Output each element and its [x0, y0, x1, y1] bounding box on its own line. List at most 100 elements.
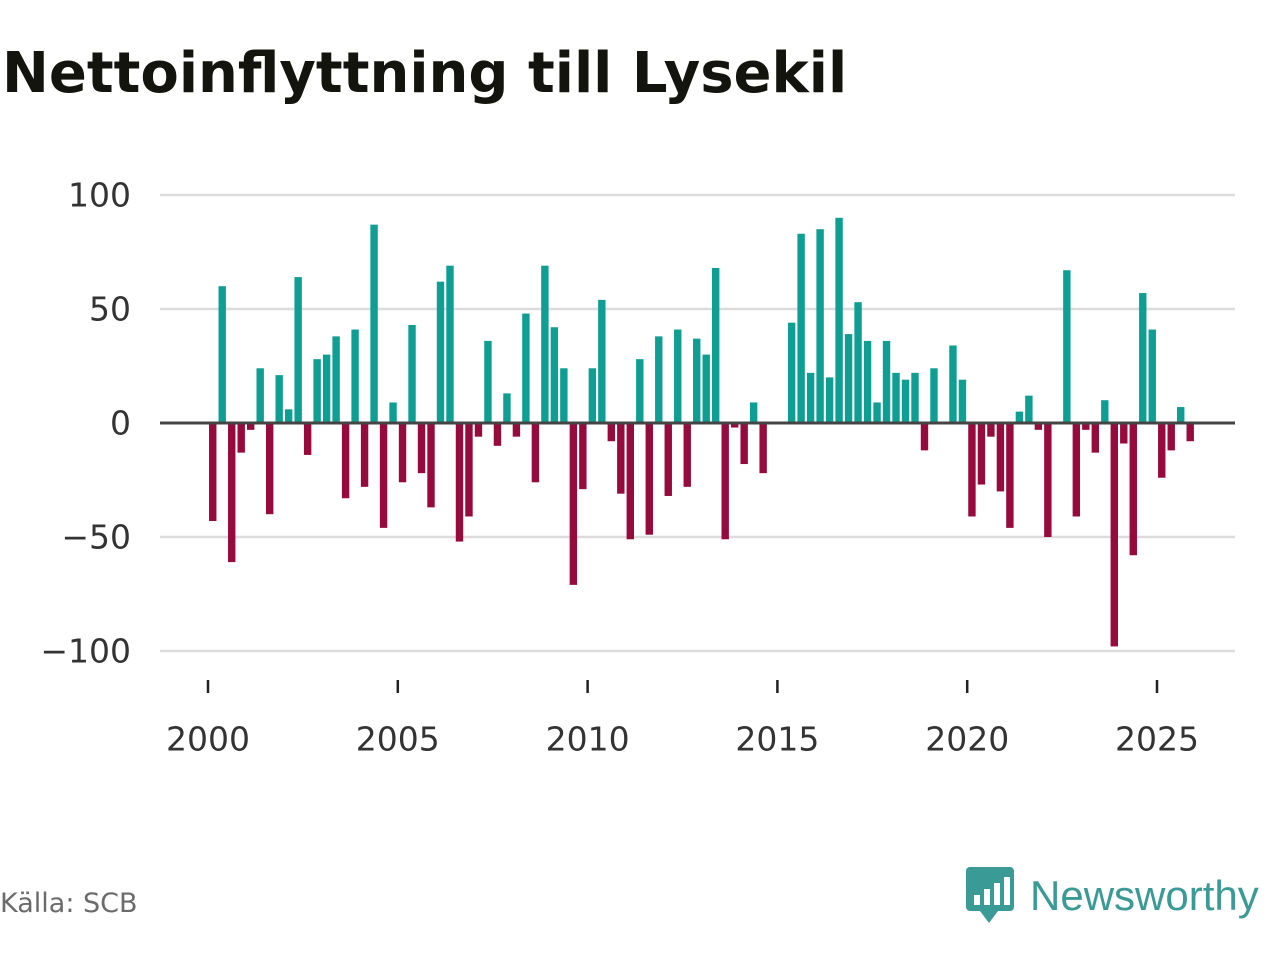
bar-negative [474, 423, 483, 437]
x-tick-label: 2005 [356, 720, 440, 759]
bar-negative [1110, 423, 1118, 647]
bar-negative [1034, 423, 1043, 430]
bar-positive [863, 340, 872, 423]
bar-negative [427, 423, 435, 508]
bar-negative [455, 423, 464, 542]
bar-positive [949, 345, 957, 423]
bar-negative [237, 423, 245, 453]
bar-negative [465, 423, 473, 517]
bar-negative [398, 423, 407, 483]
source-note: Källa: SCB [0, 888, 138, 919]
bar-negative [512, 423, 521, 437]
bar-positive [958, 379, 967, 423]
bar-positive [655, 336, 663, 423]
bar-positive [911, 372, 919, 423]
bar-negative [968, 423, 976, 517]
bar-negative [996, 423, 1005, 492]
bar-positive [446, 265, 454, 423]
bar-negative [569, 423, 578, 585]
bar-positive [816, 229, 824, 423]
bar-negative [1072, 423, 1081, 517]
bar-positive [1015, 411, 1024, 423]
bar-negative [341, 423, 350, 499]
bar-positive [702, 354, 710, 423]
bar-positive [275, 375, 283, 423]
bar-positive [787, 322, 796, 423]
bar-negative [1006, 423, 1014, 528]
bar-positive [218, 286, 226, 423]
newsworthy-logo[interactable]: Newsworthy [964, 864, 1259, 928]
bar-positive [1101, 400, 1109, 423]
bar-positive [712, 267, 720, 423]
bar-negative [265, 423, 274, 515]
bar-negative [730, 423, 739, 428]
bar-negative [987, 423, 995, 437]
bar-positive [854, 302, 862, 423]
bar-negative [1082, 423, 1090, 430]
bar-negative [645, 423, 653, 535]
bar-negative [247, 423, 255, 430]
bar-positive [892, 372, 900, 423]
bar-negative [493, 423, 502, 446]
bar-negative [417, 423, 426, 474]
bar-positive [1177, 407, 1185, 423]
bar-positive [844, 334, 853, 423]
bar-negative [1091, 423, 1100, 453]
y-tick-label: 50 [89, 290, 131, 329]
bar-positive [806, 372, 815, 423]
bar-negative [579, 423, 587, 490]
gridlines [160, 193, 1235, 653]
y-tick-label: 0 [110, 404, 131, 443]
x-tick-label: 2020 [925, 720, 1009, 759]
bar-positive [930, 368, 938, 423]
bar-positive [693, 338, 701, 423]
bar-positive [1063, 270, 1071, 423]
bar-negative [1167, 423, 1175, 451]
bar-negative [617, 423, 625, 494]
bar-positive [797, 233, 805, 423]
bar-positive [674, 329, 682, 423]
brand-name: Newsworthy [1030, 872, 1259, 919]
bar-negative [1120, 423, 1128, 444]
bar-positive [873, 402, 881, 423]
bar-negative [721, 423, 729, 540]
bar-negative [1129, 423, 1137, 556]
bar-negative [379, 423, 388, 528]
net-migration-chart: 100 50 0 −50 −100 2000 2005 2010 2015 2020 2025 [40, 176, 1235, 759]
bar-positive [332, 336, 340, 423]
bar-negative [1158, 423, 1166, 478]
bar-positive [749, 402, 758, 423]
x-tick-label: 2010 [546, 720, 630, 759]
bar-negative [683, 423, 691, 487]
bar-positive [541, 265, 549, 423]
bar-negative [531, 423, 540, 483]
bar-negative [740, 423, 748, 465]
bar-positive [408, 324, 416, 423]
axes: 100 50 0 −50 −100 2000 2005 2010 2015 2020 2025 [40, 176, 1199, 759]
y-tick-label: −50 [61, 518, 131, 557]
bar-positive [503, 393, 511, 423]
bar-positive [294, 277, 302, 423]
y-tick-label: 100 [68, 176, 131, 215]
bars [209, 217, 1194, 647]
bar-positive [436, 281, 445, 423]
bar-positive [825, 377, 834, 423]
bar-positive [598, 299, 606, 423]
bar-negative [228, 423, 236, 563]
bar-positive [588, 368, 597, 423]
bar-positive [256, 368, 264, 423]
bar-positive [550, 327, 559, 423]
bar-positive [389, 402, 397, 423]
bar-positive [1139, 293, 1147, 423]
bar-positive [370, 224, 378, 423]
bar-negative [1044, 423, 1052, 537]
bar-negative [759, 423, 767, 474]
bar-positive [1148, 329, 1156, 423]
x-tick-label: 2015 [735, 720, 819, 759]
bar-negative [1186, 423, 1194, 442]
bar-positive [484, 340, 492, 423]
bar-negative [209, 423, 217, 522]
bar-negative [920, 423, 929, 451]
bar-negative [664, 423, 672, 496]
bar-negative [303, 423, 312, 455]
